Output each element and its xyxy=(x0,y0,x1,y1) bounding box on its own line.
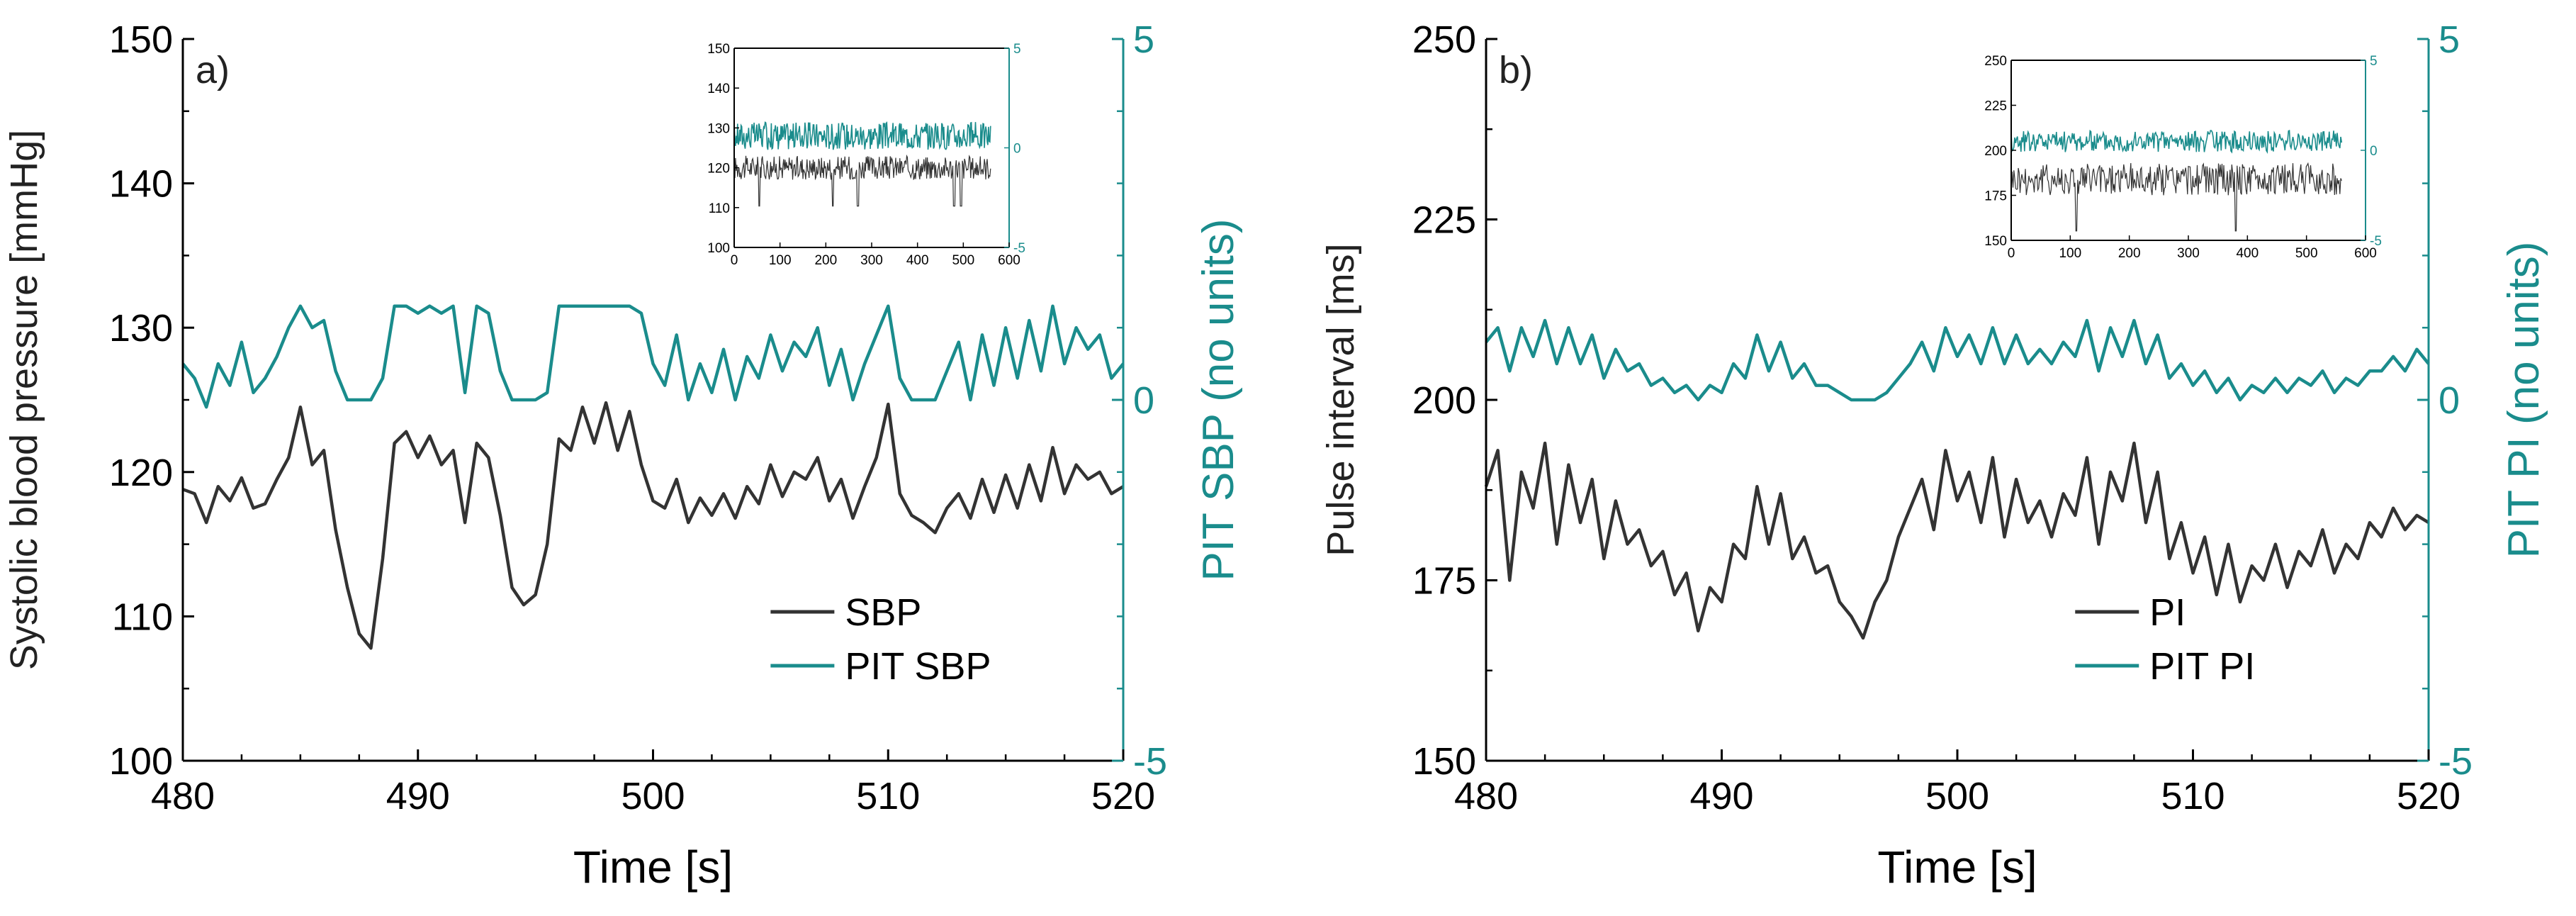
inset-x-tick-label: 600 xyxy=(2354,246,2377,261)
series-line-pit-pi xyxy=(1485,318,2430,402)
x-tick-label: 520 xyxy=(1091,775,1155,817)
inset-y2-tick-label: 5 xyxy=(2370,54,2378,69)
x-tick-label: 510 xyxy=(856,775,920,817)
inset-x-tick-label: 600 xyxy=(998,253,1020,268)
series-line-sbp xyxy=(182,401,1125,650)
y-axis-label: Pulse interval [ms] xyxy=(1320,243,1362,556)
inset-y2-tick-label: 5 xyxy=(1013,42,1021,57)
inset-x-tick-label: 400 xyxy=(2236,246,2259,261)
inset-series-primary xyxy=(733,154,991,207)
x-tick-label: 510 xyxy=(2161,775,2225,817)
x-tick-label: 490 xyxy=(386,775,450,817)
inset-background xyxy=(734,48,1009,247)
panel-label: b) xyxy=(1499,49,1533,91)
inset-x-tick-label: 200 xyxy=(814,253,837,268)
y-tick-label: 175 xyxy=(1412,560,1476,603)
x-tick-label: 500 xyxy=(1925,775,1989,817)
inset-y2-tick-label: 0 xyxy=(2370,144,2378,159)
inset-y-tick-label: 140 xyxy=(707,82,730,96)
inset-y-tick-label: 120 xyxy=(707,162,730,177)
y2-tick-label: -5 xyxy=(2439,740,2473,783)
y-tick-label: 150 xyxy=(1412,740,1476,783)
inset-x-tick-label: 300 xyxy=(2177,246,2200,261)
x-axis-label: Time [s] xyxy=(1877,842,2037,893)
inset-series-secondary xyxy=(2010,129,2343,155)
y2-tick-label: 5 xyxy=(1133,18,1154,61)
inset-y2-tick-label: 0 xyxy=(1013,142,1021,157)
chart-panel-a: 480 490 500 510 520100110120130140150-505Tim… xyxy=(3,18,1243,893)
inset-y-tick-label: 200 xyxy=(1984,144,2007,159)
legend-label: PIT PI xyxy=(2149,645,2255,688)
y-tick-label: 200 xyxy=(1412,379,1476,422)
inset-y-tick-label: 110 xyxy=(709,201,730,216)
inset-x-tick-label: 500 xyxy=(952,253,974,268)
legend-label: PIT SBP xyxy=(845,645,991,688)
inset-y2-tick-label: -5 xyxy=(2370,234,2382,249)
y2-tick-label: 0 xyxy=(2439,379,2460,422)
inset-y-tick-label: 130 xyxy=(707,121,730,136)
inset-y-tick-label: 225 xyxy=(1984,99,2007,114)
inset-y-tick-label: 100 xyxy=(707,241,730,256)
y2-axis-label: PIT PI (no units) xyxy=(2499,242,2548,559)
inset-x-tick-label: 0 xyxy=(2008,246,2015,261)
x-tick-label: 500 xyxy=(621,775,685,817)
series-line-pi xyxy=(1484,441,2430,640)
inset-background xyxy=(2011,60,2366,240)
y-tick-label: 140 xyxy=(109,163,173,206)
x-tick-label: 480 xyxy=(151,775,215,817)
inset-x-tick-label: 0 xyxy=(731,253,738,268)
y2-tick-label: 5 xyxy=(2439,18,2460,61)
inset-y-tick-label: 250 xyxy=(1984,54,2007,69)
y-tick-label: 110 xyxy=(112,596,173,638)
series-line-pit-sbp xyxy=(181,304,1125,409)
y-axis-label: Systolic blood pressure [mmHg] xyxy=(3,130,45,670)
y-tick-label: 150 xyxy=(109,18,173,61)
inset-y-tick-label: 175 xyxy=(1984,189,2007,204)
inset-x-tick-label: 100 xyxy=(2059,246,2081,261)
inset-x-tick-label: 300 xyxy=(860,253,883,268)
legend-label: SBP xyxy=(845,591,921,634)
y-tick-label: 100 xyxy=(109,740,173,783)
y-tick-label: 225 xyxy=(1412,199,1476,242)
x-axis-label: Time [s] xyxy=(573,842,733,893)
inset-chart: 0 100 200 300 400 500 600100110120130140150-50… xyxy=(707,42,1025,268)
inset-y-tick-label: 150 xyxy=(707,42,730,57)
inset-x-tick-label: 100 xyxy=(769,253,792,268)
x-tick-label: 490 xyxy=(1689,775,1753,817)
y2-tick-label: -5 xyxy=(1133,740,1167,783)
inset-y2-tick-label: -5 xyxy=(1013,241,1025,256)
y2-axis-label: PIT SBP (no units) xyxy=(1194,218,1243,581)
inset-series-primary xyxy=(2010,162,2342,232)
legend-label: PI xyxy=(2149,591,2186,634)
inset-series-secondary xyxy=(733,121,991,150)
inset-x-tick-label: 200 xyxy=(2118,246,2141,261)
y-tick-label: 250 xyxy=(1412,18,1476,61)
y-tick-label: 120 xyxy=(109,452,173,494)
panel-label: a) xyxy=(196,49,230,91)
inset-x-tick-label: 400 xyxy=(906,253,929,268)
y2-tick-label: 0 xyxy=(1133,379,1154,422)
y-tick-label: 130 xyxy=(109,307,173,350)
x-tick-label: 480 xyxy=(1454,775,1518,817)
inset-chart: 0 100 200 300 400 500 600 150 175 200 225 250 -5 0 5 xyxy=(1984,54,2382,261)
inset-y-tick-label: 150 xyxy=(1984,234,2007,249)
inset-x-tick-label: 500 xyxy=(2295,246,2318,261)
x-tick-label: 520 xyxy=(2397,775,2460,817)
